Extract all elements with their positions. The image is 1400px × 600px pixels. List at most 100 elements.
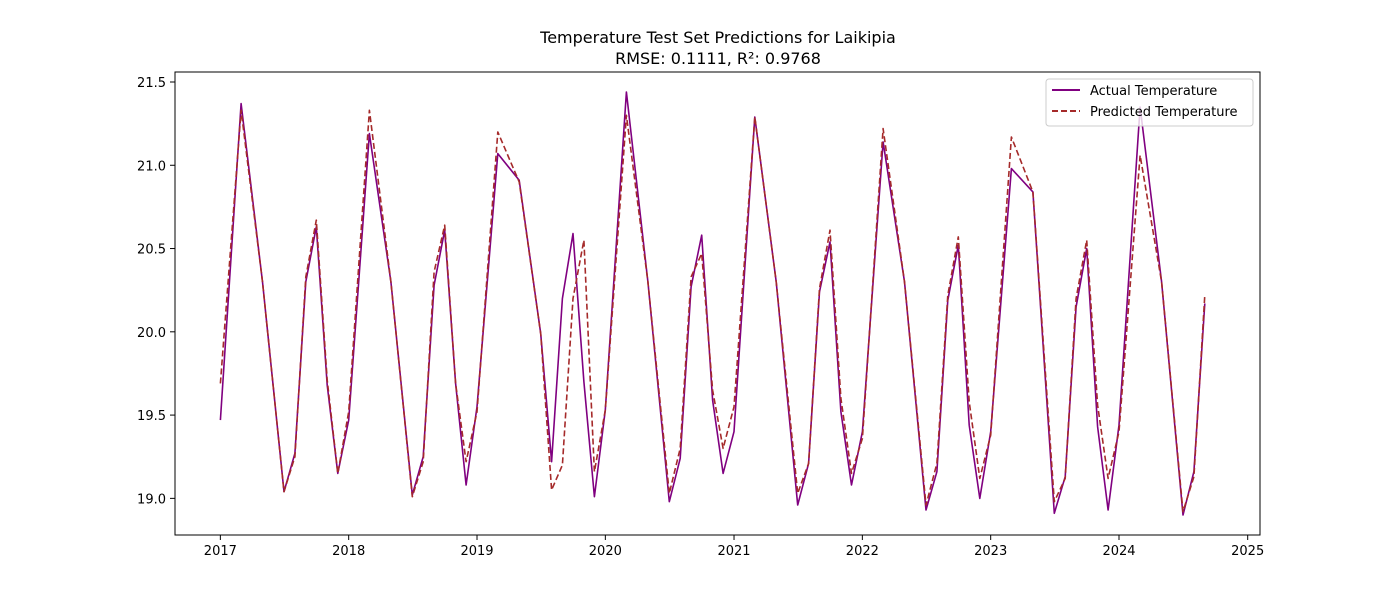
- y-tick-label: 20.5: [137, 243, 166, 258]
- x-tick-label: 2018: [332, 544, 365, 559]
- predicted-point: [1064, 477, 1066, 479]
- predicted-point: [797, 492, 799, 494]
- actual-point: [797, 504, 799, 506]
- actual-temperature-line: [219, 91, 1206, 516]
- series-layer: [219, 91, 1206, 516]
- plot-frame: [174, 71, 1261, 536]
- actual-point: [840, 411, 842, 413]
- predicted-point: [465, 461, 467, 463]
- predicted-point: [701, 253, 703, 255]
- chart-title: Temperature Test Set Predictions for Lai…: [539, 28, 896, 47]
- actual-point: [497, 153, 499, 155]
- y-tick-label: 20.0: [137, 326, 166, 341]
- predicted-point: [882, 128, 884, 130]
- predicted-point: [348, 411, 350, 413]
- predicted-point: [904, 281, 906, 283]
- actual-point: [368, 133, 370, 135]
- legend: Actual Temperature Predicted Temperature: [1045, 78, 1254, 127]
- predicted-point: [262, 281, 264, 283]
- predicted-point: [775, 281, 777, 283]
- predicted-point: [851, 472, 853, 474]
- predicted-point: [979, 477, 981, 479]
- actual-point: [1053, 512, 1055, 514]
- predicted-point: [294, 456, 296, 458]
- predicted-point: [861, 437, 863, 439]
- predicted-point: [647, 281, 649, 283]
- chart-subtitle: RMSE: 0.1111, R²: 0.9768: [615, 49, 821, 68]
- actual-point: [593, 496, 595, 498]
- predicted-point: [829, 229, 831, 231]
- y-tick-label: 19.5: [137, 409, 166, 424]
- predicted-point: [326, 379, 328, 381]
- predicted-point: [1204, 294, 1206, 296]
- predicted-point: [1075, 298, 1077, 300]
- predicted-point: [947, 294, 949, 296]
- actual-point: [668, 501, 670, 503]
- y-axis: 19.0 19.5 20.0 20.5 21.0 21.5: [137, 76, 175, 507]
- actual-point: [219, 419, 221, 421]
- actual-point: [712, 399, 714, 401]
- predicted-point: [315, 219, 317, 221]
- predicted-point: [551, 489, 553, 491]
- predicted-point: [679, 447, 681, 449]
- x-tick-label: 2017: [204, 544, 237, 559]
- x-tick-label: 2024: [1102, 544, 1135, 559]
- actual-point: [1182, 514, 1184, 516]
- legend-box: [1045, 78, 1254, 127]
- actual-point: [1010, 168, 1012, 170]
- actual-point: [240, 103, 242, 105]
- predicted-point: [722, 447, 724, 449]
- predicted-point: [712, 389, 714, 391]
- actual-point: [561, 298, 563, 300]
- predicted-point: [1161, 281, 1163, 283]
- x-tick-label: 2019: [460, 544, 493, 559]
- predicted-point: [422, 461, 424, 463]
- predicted-point: [1139, 154, 1141, 156]
- actual-point: [625, 91, 627, 93]
- predicted-point: [990, 434, 992, 436]
- actual-point: [679, 457, 681, 459]
- predicted-point: [808, 462, 810, 464]
- predicted-point: [1097, 404, 1099, 406]
- predicted-point: [283, 491, 285, 493]
- predicted-temperature-line: [219, 109, 1206, 513]
- predicted-point: [733, 406, 735, 408]
- predicted-point: [444, 224, 446, 226]
- predicted-point: [368, 109, 370, 111]
- predicted-point: [433, 271, 435, 273]
- predicted-point: [1010, 136, 1012, 138]
- actual-point: [583, 381, 585, 383]
- actual-point: [690, 286, 692, 288]
- predicted-point: [968, 401, 970, 403]
- x-tick-label: 2022: [846, 544, 879, 559]
- actual-point: [465, 484, 467, 486]
- x-tick-label: 2023: [974, 544, 1007, 559]
- predicted-point: [497, 131, 499, 133]
- predicted-point: [390, 281, 392, 283]
- actual-point: [348, 419, 350, 421]
- actual-point: [1097, 426, 1099, 428]
- predicted-point: [540, 333, 542, 335]
- actual-point: [733, 431, 735, 433]
- predicted-point: [518, 181, 520, 183]
- predicted-point: [305, 276, 307, 278]
- predicted-point: [1118, 431, 1120, 433]
- y-tick-label: 21.5: [137, 76, 166, 91]
- x-tick-label: 2020: [589, 544, 622, 559]
- predicted-point: [411, 496, 413, 498]
- predicted-point: [593, 471, 595, 473]
- predicted-point: [219, 382, 221, 384]
- predicted-point: [1182, 511, 1184, 513]
- predicted-point: [668, 492, 670, 494]
- predicted-point: [476, 411, 478, 413]
- predicted-point: [840, 397, 842, 399]
- actual-point: [968, 424, 970, 426]
- predicted-point: [561, 464, 563, 466]
- legend-actual-label: Actual Temperature: [1090, 84, 1217, 99]
- predicted-point: [1107, 477, 1109, 479]
- predicted-point: [240, 109, 242, 111]
- y-tick-label: 21.0: [137, 159, 166, 174]
- predicted-point: [572, 298, 574, 300]
- predicted-point: [1086, 239, 1088, 241]
- actual-point: [551, 461, 553, 463]
